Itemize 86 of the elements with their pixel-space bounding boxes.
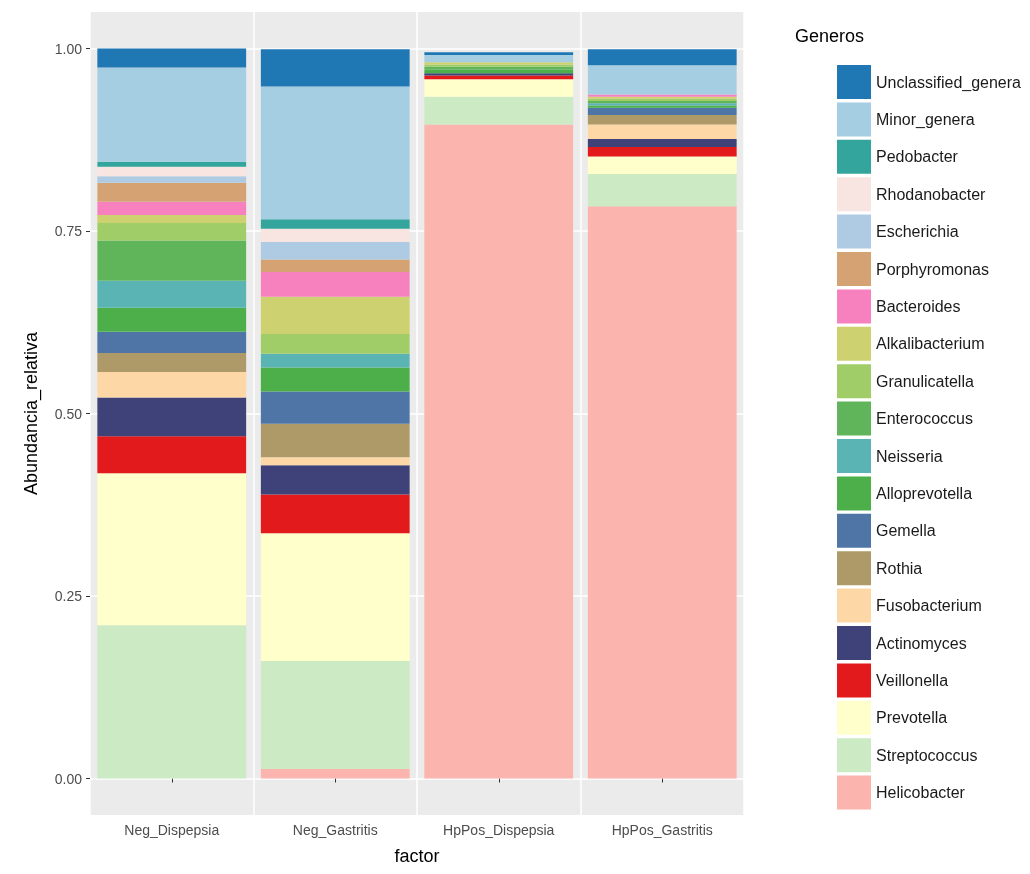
bar — [260, 296, 410, 334]
y-tick-label: 0.25 — [54, 588, 83, 604]
bar — [260, 457, 410, 466]
bar — [97, 352, 247, 372]
legend-label: Escherichia — [876, 223, 959, 241]
bar — [97, 473, 247, 626]
bar — [97, 397, 247, 437]
bar — [587, 114, 737, 125]
bar — [424, 79, 574, 97]
legend-label: Unclassified_genera — [876, 73, 1022, 92]
x-tick-label: Neg_Gastritis — [292, 822, 378, 838]
legend-label: Gemella — [876, 522, 936, 540]
bar — [260, 49, 410, 87]
legend-label: Neisseria — [876, 447, 943, 465]
bar — [260, 259, 410, 272]
legend-label: Granulicatella — [876, 372, 974, 390]
y-axis-title: Abundancia_relativa — [21, 330, 42, 496]
bar — [587, 65, 737, 95]
bar — [587, 156, 737, 175]
bar — [424, 96, 574, 125]
bar — [587, 49, 737, 66]
bar — [97, 331, 247, 353]
bar — [97, 307, 247, 332]
bar — [587, 139, 737, 148]
bar — [97, 222, 247, 241]
bar — [97, 280, 247, 308]
legend-title: Generos — [795, 26, 865, 46]
bar — [424, 55, 574, 63]
bar — [97, 436, 247, 474]
bar — [97, 201, 247, 215]
legend-label: Actinomyces — [876, 634, 967, 652]
bar — [260, 423, 410, 458]
legend-label: Helicobacter — [876, 784, 966, 802]
bar — [97, 371, 247, 398]
bar — [424, 52, 574, 56]
bar — [260, 391, 410, 424]
bar — [587, 174, 737, 207]
bar — [260, 86, 410, 220]
bar — [260, 241, 410, 260]
bar — [587, 147, 737, 157]
legend-label: Alloprevotella — [876, 484, 973, 502]
bar — [97, 161, 247, 167]
bar — [260, 228, 410, 242]
x-axis-title: factor — [394, 846, 440, 866]
bar — [260, 353, 410, 368]
legend-label: Alkalibacterium — [876, 335, 985, 353]
bar — [260, 333, 410, 354]
bar — [97, 166, 247, 177]
bar — [587, 206, 737, 779]
legend-label: Veillonella — [876, 671, 949, 689]
bar — [424, 73, 574, 76]
bar — [260, 494, 410, 534]
bar — [260, 533, 410, 661]
bar — [260, 219, 410, 229]
bar — [97, 48, 247, 68]
legend-label: Prevotella — [876, 709, 948, 727]
bar — [424, 124, 574, 779]
y-tick-label: 1.00 — [54, 40, 83, 57]
bar — [587, 124, 737, 140]
y-tick-label: 0.50 — [54, 405, 83, 422]
bar — [97, 625, 247, 779]
legend-label: Rothia — [876, 559, 923, 577]
bar — [260, 660, 410, 770]
bar — [260, 465, 410, 495]
y-tick-label: 0.00 — [54, 770, 83, 787]
legend-label: Pedobacter — [876, 148, 959, 166]
bar — [97, 240, 247, 281]
bar — [587, 107, 737, 115]
bar — [260, 367, 410, 392]
bar — [97, 176, 247, 183]
bar — [97, 214, 247, 223]
bar — [97, 67, 247, 162]
legend-label: Enterococcus — [876, 410, 973, 428]
bar — [97, 182, 247, 202]
x-tick-label: HpPos_Gastritis — [611, 822, 713, 838]
legend-label: Fusobacterium — [876, 597, 982, 615]
x-tick-label: HpPos_Dispepsia — [443, 822, 555, 838]
x-tick-label: Neg_Dispepsia — [124, 822, 220, 838]
bar — [260, 769, 410, 779]
y-tick-label: 0.75 — [54, 223, 83, 239]
legend-label: Bacteroides — [876, 297, 961, 315]
bar — [260, 271, 410, 297]
legend-label: Porphyromonas — [876, 260, 989, 278]
legend-label: Streptococcus — [876, 746, 978, 764]
legend-label: Minor_genera — [876, 110, 975, 129]
legend-label: Rhodanobacter — [876, 185, 987, 203]
